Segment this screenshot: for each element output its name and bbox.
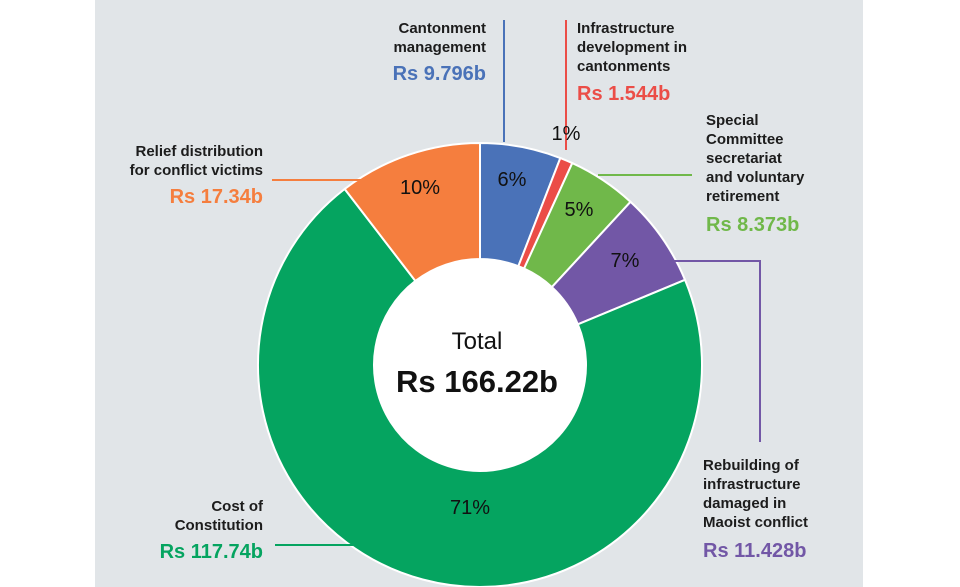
annotation-special-line1: Special [706, 112, 759, 129]
annotation-relief-line2: for conflict victims [130, 162, 263, 179]
annotation-special-line4: and voluntary [706, 169, 805, 186]
annotation-infrastructure-line2: development in [577, 39, 687, 56]
annotation-rebuilding-line1: Rebuilding of [703, 457, 800, 474]
center-title: Total [452, 328, 503, 355]
pct-label-infrastructure: 1% [552, 123, 581, 145]
annotation-relief: Relief distribution for conflict victims… [130, 143, 263, 208]
leader-line-rebuilding [672, 260, 761, 442]
annotation-relief-line1: Relief distribution [136, 143, 264, 160]
annotation-constitution: Cost of Constitution Rs 117.74b [160, 498, 264, 563]
annotation-constitution-line1: Cost of [211, 498, 264, 515]
slices-group [257, 141, 703, 587]
annotation-special-line3: secretariat [706, 150, 782, 167]
annotation-infrastructure-line1: Infrastructure [577, 20, 675, 37]
annotation-cantonment-line2: management [393, 39, 486, 56]
annotation-special-line2: Committee [706, 131, 784, 148]
annotation-relief-value: Rs 17.34b [170, 186, 263, 208]
center-value: Rs 166.22b [396, 364, 558, 399]
annotation-rebuilding-line3: damaged in [703, 495, 786, 512]
pct-label-special: 5% [565, 199, 594, 221]
annotation-rebuilding-line4: Maoist conflict [703, 514, 808, 531]
annotation-special: Special Committee secretariat and volunt… [706, 112, 805, 236]
pct-label-constitution: 71% [450, 497, 490, 519]
annotation-infrastructure-value: Rs 1.544b [577, 83, 670, 105]
annotation-constitution-line2: Constitution [175, 517, 263, 534]
pct-label-cantonment: 6% [498, 169, 527, 191]
annotation-rebuilding-value: Rs 11.428b [703, 540, 806, 562]
annotation-cantonment-line1: Cantonment [399, 20, 487, 37]
annotation-cantonment-value: Rs 9.796b [393, 63, 486, 85]
pct-label-rebuilding: 7% [611, 250, 640, 272]
pct-label-relief: 10% [400, 177, 440, 199]
annotation-infrastructure: Infrastructure development in cantonment… [577, 20, 687, 105]
donut-hole [374, 259, 586, 471]
annotation-rebuilding: Rebuilding of infrastructure damaged in … [703, 457, 808, 562]
leader-lines [272, 20, 761, 546]
annotation-special-value: Rs 8.373b [706, 214, 799, 236]
annotation-special-line5: retirement [706, 188, 779, 205]
annotation-cantonment: Cantonment management Rs 9.796b [393, 20, 486, 85]
annotation-rebuilding-line2: infrastructure [703, 476, 801, 493]
annotation-infrastructure-line3: cantonments [577, 58, 670, 75]
annotation-constitution-value: Rs 117.74b [160, 541, 263, 563]
